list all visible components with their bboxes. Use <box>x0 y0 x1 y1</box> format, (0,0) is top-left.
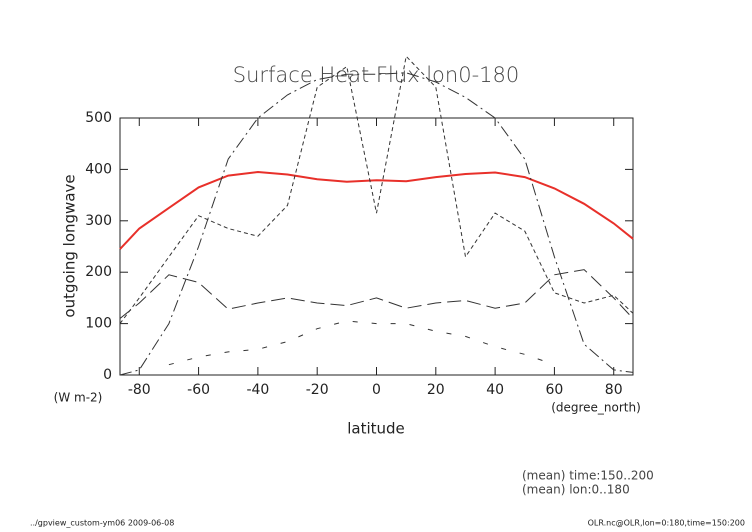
x-tick-label: -60 <box>187 382 210 398</box>
plot-frame <box>119 117 634 376</box>
y-tick-label: 200 <box>85 264 112 280</box>
y-tick-label: 400 <box>85 161 112 177</box>
y-unit: (W m-2) <box>54 391 103 405</box>
x-tick-label: 40 <box>486 382 504 398</box>
annotation: (mean) lon:0..180 <box>522 483 630 497</box>
x-tick-label: 80 <box>605 382 623 398</box>
series-line <box>119 55 634 324</box>
y-tick-label: 0 <box>103 367 112 383</box>
x-tick-label: 60 <box>546 382 564 398</box>
x-unit: (degree_north) <box>551 401 641 415</box>
series-line <box>119 170 634 250</box>
x-tick-label: -20 <box>306 382 329 398</box>
chart-title: Surface Heat Flux lon0-180 <box>233 63 520 87</box>
series-line <box>119 269 634 319</box>
y-tick-label: 300 <box>85 213 112 229</box>
y-tick-label: 500 <box>85 110 112 126</box>
annotation: (mean) time:150..200 <box>522 469 654 483</box>
series-line <box>119 72 634 376</box>
x-tick-label: 20 <box>427 382 445 398</box>
x-tick-label: -80 <box>128 382 151 398</box>
x-axis-label: latitude <box>347 420 405 438</box>
x-tick-label: -40 <box>246 382 269 398</box>
x-tick-label: 0 <box>372 382 381 398</box>
footer: OLR.nc@OLR,lon=0:180,time=150:200 <box>588 519 745 528</box>
y-tick-label: 100 <box>85 316 112 332</box>
series-line <box>168 320 555 366</box>
y-axis-label: outgoing longwave <box>61 174 79 317</box>
footer: ../gpview_custom-ym06 2009-06-08 <box>30 519 174 528</box>
